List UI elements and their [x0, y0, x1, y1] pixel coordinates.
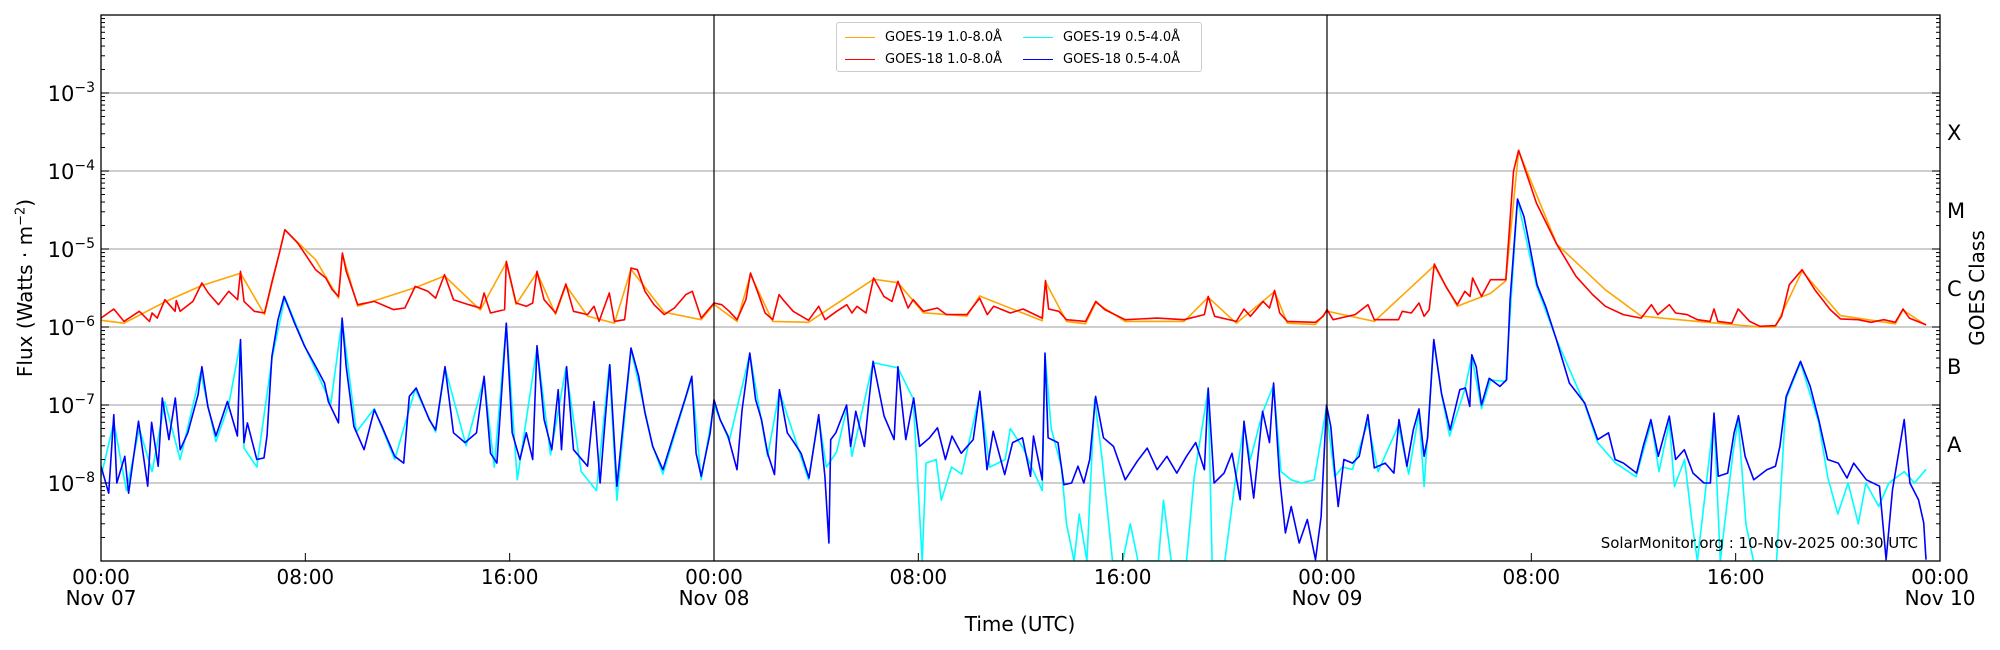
x-axis-label: Time (UTC)	[964, 612, 1076, 636]
y-tick-base: 10	[48, 316, 75, 340]
y-axis-label-exponent: −2	[13, 206, 29, 226]
y-tick-base: 10	[48, 160, 75, 184]
y-tick-exponent: −8	[74, 470, 95, 486]
legend-swatch	[845, 58, 875, 60]
goes-class-label-a: A	[1947, 433, 1962, 457]
series-line-goes-19-0-5-4-0	[101, 198, 1927, 561]
y-axis-label-flux: Flux (Watts · m−2)	[13, 199, 37, 377]
plot-frame	[100, 14, 1941, 562]
x-tick-time-label: 08:00	[890, 565, 948, 589]
y-tick-label: 10−5	[48, 236, 95, 262]
y-tick-exponent: −4	[74, 158, 95, 174]
series-lines	[101, 149, 1927, 561]
series-line-goes-18-1-0-8-0	[101, 149, 1927, 328]
legend-label: GOES-19 1.0-8.0Å	[885, 29, 1003, 45]
series-line-goes-19-1-0-8-0	[101, 150, 1927, 328]
x-tick-time-label: 16:00	[481, 565, 539, 589]
legend-label: GOES-18 1.0-8.0Å	[885, 51, 1003, 67]
x-tick-time-label: 16:00	[1707, 565, 1765, 589]
y-axis-label-text: Flux (Watts · m	[13, 225, 37, 378]
x-tick-time-label: 08:00	[1503, 565, 1561, 589]
legend: GOES-19 1.0-8.0Å GOES-19 0.5-4.0Å GOES-1…	[836, 22, 1202, 72]
y-tick-exponent: −5	[74, 236, 95, 252]
y-tick-exponent: −7	[74, 392, 95, 408]
legend-swatch	[845, 36, 875, 38]
goes-class-label-x: X	[1947, 121, 1961, 145]
y-tick-base: 10	[48, 238, 75, 262]
series-line-goes-18-0-5-4-0	[101, 198, 1927, 561]
goes-class-label-m: M	[1947, 199, 1965, 223]
x-tick-date-label: Nov 10	[1905, 586, 1976, 610]
y-tick-base: 10	[48, 394, 75, 418]
y-tick-label: 10−4	[48, 158, 95, 184]
gridlines	[101, 92, 1940, 484]
watermark: SolarMonitor.org : 10-Nov-2025 00:30 UTC	[1600, 534, 1918, 552]
y-tick-label: 10−7	[48, 392, 95, 418]
legend-label: GOES-18 0.5-4.0Å	[1063, 51, 1181, 67]
x-tick-time-label: 00:00	[685, 565, 743, 589]
x-tick-time-label: 16:00	[1094, 565, 1152, 589]
legend-swatch	[1023, 36, 1053, 38]
y-axis-label-goes-class: GOES Class	[1965, 230, 1989, 346]
x-tick-time-label: 00:00	[72, 565, 130, 589]
legend-swatch	[1023, 58, 1053, 60]
legend-label: GOES-19 0.5-4.0Å	[1063, 29, 1181, 45]
y-tick-label: 10−6	[48, 314, 95, 340]
day-boundary-lines	[713, 15, 1328, 561]
x-tick-time-label: 00:00	[1911, 565, 1969, 589]
goes-class-label-c: C	[1947, 277, 1962, 301]
goes-class-label-b: B	[1947, 355, 1961, 379]
y-tick-label: 10−8	[48, 470, 95, 496]
y-tick-base: 10	[48, 472, 75, 496]
legend-item-goes18-short: GOES-18 0.5-4.0Å	[1023, 49, 1193, 69]
legend-item-goes18-long: GOES-18 1.0-8.0Å	[845, 49, 1015, 69]
x-tick-date-label: Nov 07	[66, 586, 137, 610]
y-axis-label-close: )	[13, 198, 37, 207]
x-tick-time-label: 00:00	[1298, 565, 1356, 589]
y-tick-label: 10−3	[48, 80, 95, 106]
y-tick-exponent: −6	[74, 314, 95, 330]
y-tick-base: 10	[48, 82, 75, 106]
legend-item-goes19-short: GOES-19 0.5-4.0Å	[1023, 27, 1193, 47]
x-tick-date-label: Nov 09	[1292, 586, 1363, 610]
y-tick-exponent: −3	[74, 80, 95, 96]
axis-ticks	[100, 18, 1941, 562]
legend-item-goes19-long: GOES-19 1.0-8.0Å	[845, 27, 1015, 47]
x-tick-time-label: 08:00	[277, 565, 335, 589]
x-tick-date-label: Nov 08	[679, 586, 750, 610]
